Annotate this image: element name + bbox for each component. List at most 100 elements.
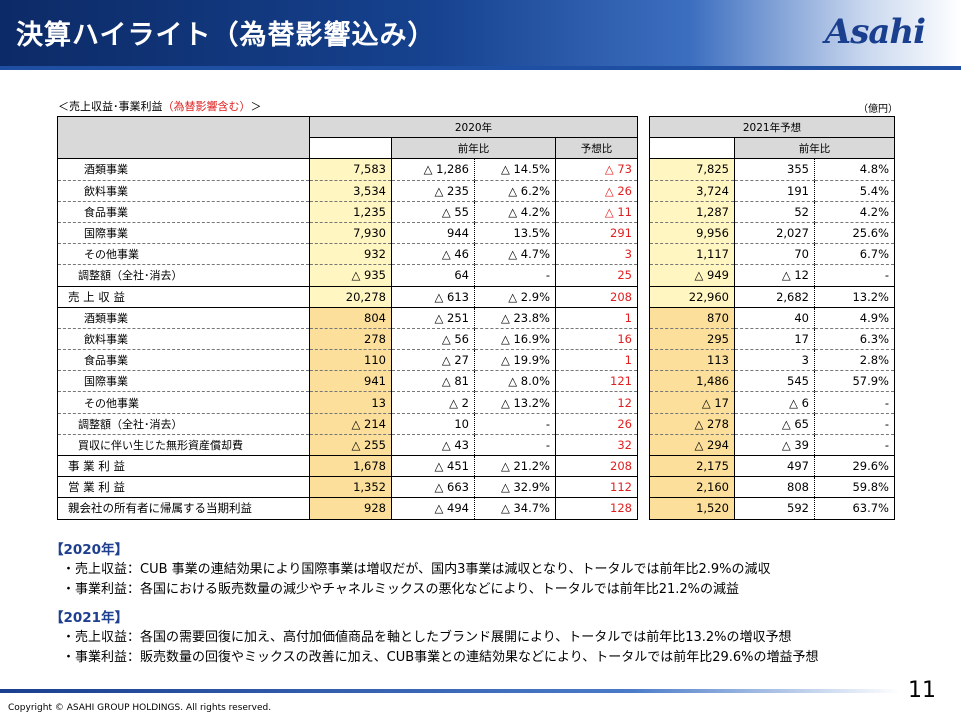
table-row: 調整額（全社･消去） △ 214 10-26 △ 278 △ 65-: [57, 413, 895, 435]
yoy-pct-2021: 6.3%: [814, 328, 895, 351]
yoy-2021: 545: [734, 370, 815, 393]
yoy-2021: △ 12: [734, 264, 815, 286]
yoy-2020: △ 46: [391, 243, 475, 266]
vs-plan-2020: 1: [555, 306, 638, 329]
row-label: 国際事業: [57, 370, 310, 393]
table-subheader-row: 前年比 予想比 前年比: [58, 137, 895, 160]
table-row: 売 上 収 益 20,278 △ 613 △ 2.9% 208 22,960 2,682 13…: [57, 285, 895, 308]
value-2021: 1,520: [649, 497, 735, 520]
value-2020: △ 255: [309, 434, 392, 456]
header-2021: 2021年予想: [649, 115, 895, 139]
row-label: その他事業: [57, 243, 310, 266]
vs-plan-2020: 208: [555, 285, 638, 308]
value-2021: △ 949: [649, 264, 735, 286]
row-label: 事 業 利 益: [57, 454, 310, 477]
value-2020: 278: [309, 328, 392, 351]
yoy-pct-2020: △ 6.2%: [474, 180, 556, 202]
table-row: 食品事業 1,235 △ 55 △ 4.2% △ 11 1,287 52 4.2%: [57, 201, 895, 223]
value-2020: 3,534: [309, 180, 392, 202]
value-2021: 3,724: [649, 180, 735, 202]
row-label: 調整額（全社･消去）: [57, 264, 310, 286]
table-caption: ＜売上収益･事業利益（為替影響含む）＞: [58, 98, 262, 114]
value-2020: 1,352: [309, 476, 392, 498]
yoy-pct-2021: 29.6%: [814, 454, 895, 477]
vs-plan-2020: 208: [555, 454, 638, 477]
yoy-2021: 40: [734, 306, 815, 329]
row-label: 飲料事業: [57, 328, 310, 351]
notes-2021-item: ・売上収益：各国の需要回復に加え、高付加価値商品を軸としたブランド展開により、ト…: [62, 630, 792, 645]
value-2021: 113: [649, 349, 735, 372]
vs-plan-2020: 291: [555, 222, 638, 245]
yoy-pct-2021: -: [814, 391, 895, 414]
header-blank: [57, 115, 310, 160]
table-row: 調整額（全社･消去） △ 935 64-25 △ 949 △ 12-: [57, 264, 895, 286]
footer-divider: [0, 689, 900, 693]
yoy-2021: 592: [734, 497, 815, 520]
vs-plan-2020: △ 73: [555, 158, 638, 181]
row-label: その他事業: [57, 391, 310, 414]
notes-2021-title: 【2021年】: [50, 610, 129, 626]
yoy-2021: △ 65: [734, 413, 815, 435]
value-2021: △ 17: [649, 391, 735, 414]
row-label: 飲料事業: [57, 180, 310, 202]
value-2020: 1,235: [309, 201, 392, 223]
yoy-pct-2021: 4.2%: [814, 201, 895, 223]
vs-plan-2020: 128: [555, 497, 638, 520]
value-2020: △ 935: [309, 264, 392, 286]
table-row: 酒類事業 7,583 △ 1,286 △ 14.5% △ 73 7,825 355 4.8%: [57, 158, 895, 181]
table-row: 酒類事業 804 △ 251 △ 23.8% 1 870 40 4.9%: [57, 306, 895, 329]
subheader-yoy-2021: 前年比: [734, 137, 895, 160]
financial-table: 2020年 2021年予想 前年比 予想比 前年比 酒類事業 7,583 △ 1,2…: [57, 115, 895, 520]
yoy-2020: △ 613: [391, 285, 475, 308]
page-number: 11: [908, 678, 936, 703]
yoy-2021: 497: [734, 454, 815, 477]
yoy-pct-2020: △ 23.8%: [474, 306, 556, 329]
table-row: その他事業 932 △ 46 △ 4.7% 3 1,117 70 6.7%: [57, 243, 895, 266]
value-2021: △ 294: [649, 434, 735, 456]
yoy-2020: 64: [391, 264, 475, 286]
table-row: 営 業 利 益 1,352 △ 663 △ 32.9% 112 2,160 808 59.8%: [57, 476, 895, 498]
yoy-pct-2020: △ 32.9%: [474, 476, 556, 498]
vs-plan-2020: 25: [555, 264, 638, 286]
notes-section: 【2020年】 ・売上収益：CUB 事業の連結効果により国際事業は増収だが、国内…: [50, 540, 930, 668]
row-label: 調整額（全社･消去）: [57, 413, 310, 435]
value-2021: 870: [649, 306, 735, 329]
yoy-2021: 52: [734, 201, 815, 223]
value-2020: △ 214: [309, 413, 392, 435]
yoy-pct-2021: 57.9%: [814, 370, 895, 393]
yoy-pct-2020: △ 4.2%: [474, 201, 556, 223]
value-2021: 2,175: [649, 454, 735, 477]
yoy-pct-2020: △ 34.7%: [474, 497, 556, 520]
row-label: 国際事業: [57, 222, 310, 245]
yoy-pct-2021: 2.8%: [814, 349, 895, 372]
table-row: 国際事業 7,930 944 13.5% 291 9,956 2,027 25.6%: [57, 222, 895, 245]
yoy-pct-2020: △ 8.0%: [474, 370, 556, 393]
vs-plan-2020: 112: [555, 476, 638, 498]
yoy-pct-2021: -: [814, 413, 895, 435]
yoy-pct-2020: △ 14.5%: [474, 158, 556, 181]
subheader-blank-2021: [649, 137, 735, 160]
caption-prefix: ＜売上収益･事業利益: [58, 100, 163, 113]
yoy-pct-2021: 59.8%: [814, 476, 895, 498]
yoy-pct-2020: △ 13.2%: [474, 391, 556, 414]
vs-plan-2020: 16: [555, 328, 638, 351]
yoy-pct-2021: 13.2%: [814, 285, 895, 308]
yoy-2021: 17: [734, 328, 815, 351]
vs-plan-2020: 3: [555, 243, 638, 266]
value-2021: 1,117: [649, 243, 735, 266]
yoy-pct-2021: 4.8%: [814, 158, 895, 181]
value-2021: 2,160: [649, 476, 735, 498]
value-2021: 1,287: [649, 201, 735, 223]
page-title: 決算ハイライト（為替影響込み）: [16, 20, 436, 51]
yoy-2021: △ 6: [734, 391, 815, 414]
table-body: 酒類事業 7,583 △ 1,286 △ 14.5% △ 73 7,825 355 4.8% 飲…: [57, 158, 895, 520]
yoy-2021: 3: [734, 349, 815, 372]
yoy-pct-2020: -: [474, 434, 556, 456]
value-2021: 295: [649, 328, 735, 351]
caption-suffix: ＞: [250, 100, 262, 113]
value-2020: 20,278: [309, 285, 392, 308]
row-label: 酒類事業: [57, 306, 310, 329]
yoy-pct-2021: 4.9%: [814, 306, 895, 329]
yoy-2020: △ 43: [391, 434, 475, 456]
row-label: 食品事業: [57, 201, 310, 223]
